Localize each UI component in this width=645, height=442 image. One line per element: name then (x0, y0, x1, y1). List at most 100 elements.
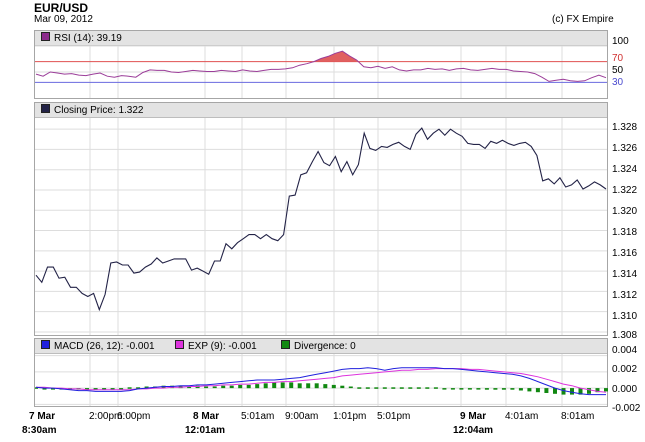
macd-panel: MACD (26, 12): -0.001 EXP (9): -0.001 Di… (34, 338, 608, 407)
price-tick: 1.328 (612, 122, 638, 133)
divergence-bar (314, 383, 319, 389)
rsi-swatch (41, 32, 50, 41)
macd-tick: 0.004 (612, 345, 638, 356)
divergence-bar (450, 388, 455, 390)
x-tick-label: 5:01pm (377, 411, 411, 422)
divergence-bar (408, 387, 413, 389)
divergence-bar (595, 388, 600, 393)
price-legend-bar: Closing Price: 1.322 (35, 103, 607, 118)
rsi-tick: 100 (612, 36, 629, 47)
divergence-legend: Divergence: 0 (281, 340, 356, 352)
x-tick-label: 12:01am (185, 425, 226, 436)
macd-legend-bar: MACD (26, 12): -0.001 EXP (9): -0.001 Di… (35, 339, 607, 354)
x-tick-label: 2:00pm (89, 411, 123, 422)
price-panel: Closing Price: 1.322 (34, 102, 608, 336)
x-tick-label: 6:00pm (117, 411, 151, 422)
divergence-bar (280, 382, 285, 389)
divergence-bar (561, 388, 566, 395)
divergence-bar (416, 387, 421, 389)
macd-tick: 0.002 (612, 364, 638, 375)
x-tick-label: 8 Mar (193, 411, 220, 422)
price-swatch (41, 104, 50, 113)
x-tick-label: 9:00am (285, 411, 319, 422)
divergence-bar (144, 386, 149, 389)
price-legend-text: Closing Price: 1.322 (54, 105, 144, 116)
divergence-bar (578, 388, 583, 395)
divergence-bar (442, 388, 447, 390)
divergence-bar (221, 385, 226, 389)
divergence-bar (110, 388, 115, 390)
macd-plot (35, 354, 608, 406)
divergence-bar (553, 388, 557, 394)
macd-legend-text: MACD (26, 12): -0.001 (54, 341, 155, 352)
rsi-legend-text: RSI (14): 39.19 (54, 33, 122, 44)
divergence-bar (382, 387, 387, 389)
rsi-plot (35, 45, 607, 98)
divergence-bar (399, 387, 404, 389)
macd-tick: 0.000 (612, 384, 638, 395)
divergence-bar (289, 382, 294, 389)
x-tick-label: 4:01am (505, 411, 539, 422)
x-tick-label: 12:04am (453, 425, 494, 436)
divergence-bar (255, 384, 260, 389)
price-tick: 1.322 (612, 185, 638, 196)
divergence-legend-text: Divergence: 0 (294, 341, 356, 352)
divergence-bar (272, 382, 277, 389)
exp-legend-text: EXP (9): -0.001 (188, 341, 257, 352)
macd-swatch (41, 340, 50, 349)
chart-title: EUR/USD (34, 1, 89, 15)
divergence-bar (323, 384, 328, 389)
divergence-bar (306, 383, 311, 389)
price-tick: 1.318 (612, 227, 638, 238)
price-line (35, 127, 607, 312)
divergence-bar (535, 388, 540, 393)
divergence-bar (544, 388, 549, 393)
rsi-legend: RSI (14): 39.19 (41, 32, 122, 44)
x-tick-label: 5:01am (241, 411, 275, 422)
divergence-bar (570, 388, 574, 395)
divergence-bar (93, 388, 98, 390)
divergence-bar (365, 387, 370, 389)
price-tick: 1.316 (612, 248, 638, 259)
divergence-bar (51, 388, 55, 390)
chart-credit: (c) FX Empire (552, 14, 614, 25)
x-tick-label: 8:30am (22, 425, 57, 436)
rsi-line (35, 50, 607, 82)
divergence-bar (212, 386, 217, 389)
divergence-bar (501, 388, 506, 390)
divergence-bar (510, 388, 515, 390)
rsi-tick: 50 (612, 65, 624, 76)
rsi-tick: 70 (612, 53, 624, 64)
divergence-bar (348, 386, 353, 389)
rsi-panel: RSI (14): 39.19 (34, 30, 608, 99)
divergence-bar (136, 387, 141, 389)
divergence-bar (204, 386, 209, 389)
divergence-bar (459, 388, 464, 390)
divergence-bar (374, 387, 379, 389)
x-tick-label: 7 Mar (29, 411, 56, 422)
price-tick: 1.312 (612, 290, 638, 301)
divergence-bar (297, 383, 302, 389)
price-tick: 1.320 (612, 206, 638, 217)
divergence-bar (119, 388, 124, 390)
divergence-bar (229, 385, 234, 389)
divergence-bar (127, 387, 132, 389)
price-legend: Closing Price: 1.322 (41, 104, 144, 116)
rsi-tick: 30 (612, 77, 624, 88)
x-tick-label: 9 Mar (460, 411, 487, 422)
divergence-bar (467, 388, 472, 390)
exp-legend: EXP (9): -0.001 (175, 340, 257, 352)
divergence-bar (331, 384, 336, 389)
price-tick: 1.324 (612, 164, 638, 175)
divergence-bar (42, 388, 47, 390)
divergence-bar (518, 388, 523, 391)
x-tick-label: 1:01pm (333, 411, 367, 422)
divergence-bar (587, 388, 591, 394)
divergence-bar (391, 387, 396, 389)
divergence-bar (102, 388, 107, 390)
divergence-bar (433, 387, 438, 389)
divergence-swatch (281, 340, 290, 349)
divergence-bar (340, 385, 345, 389)
exp-swatch (175, 340, 184, 349)
divergence-bar (85, 388, 89, 390)
